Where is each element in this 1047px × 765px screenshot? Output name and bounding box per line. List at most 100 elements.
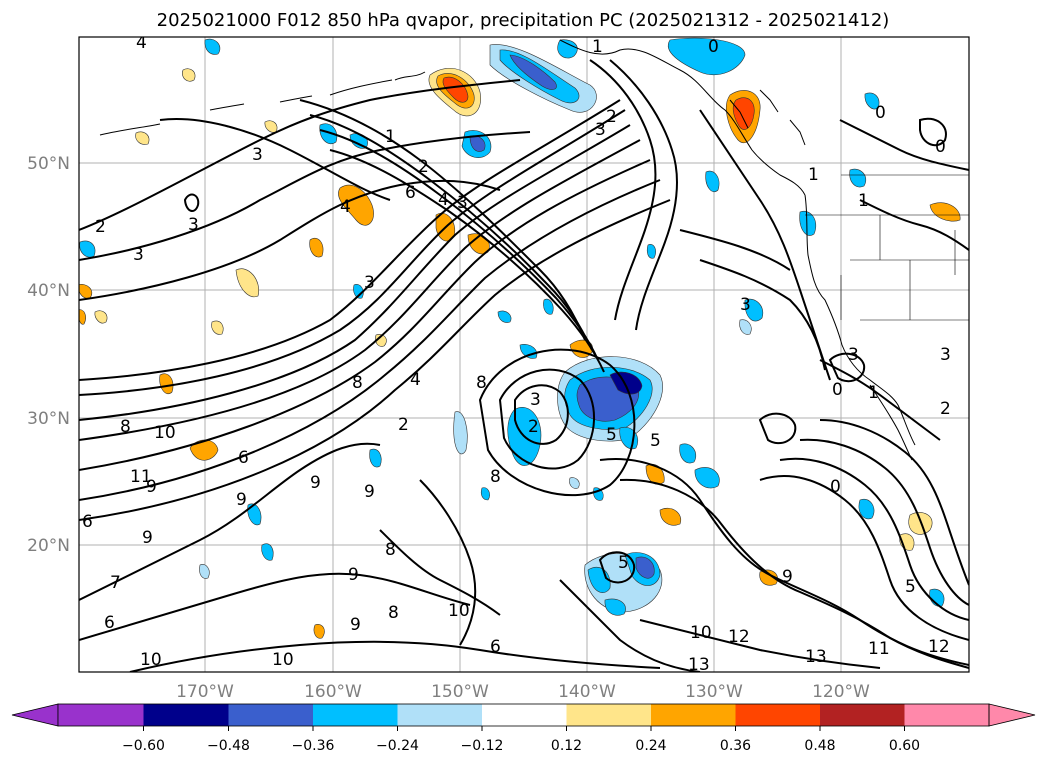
lat-label: 50°N (27, 154, 70, 174)
qvapor-contours (79, 59, 969, 672)
contour-line (679, 229, 791, 271)
contour-line (79, 199, 671, 521)
colorbar-bin (397, 704, 482, 726)
colorbar-bin (820, 704, 905, 726)
lat-label: 40°N (27, 281, 70, 301)
contour-line (609, 59, 679, 331)
colorbar-tick-label: −0.48 (207, 738, 250, 754)
contour-line (498, 368, 595, 470)
contour-line (598, 551, 636, 584)
contour-label: 9 (348, 565, 359, 585)
colorbar: −0.60 −0.48 −0.36 −0.24 −0.12 0.12 0.24 … (11, 703, 1036, 754)
contour-label: 1 (868, 383, 879, 403)
contour-label: 8 (388, 603, 399, 623)
colorbar-tick-label: −0.24 (376, 738, 419, 754)
contour-label: 4 (438, 190, 449, 210)
contour-label: 3 (530, 390, 541, 410)
contour-label: 8 (120, 417, 131, 437)
contour-line (309, 114, 593, 351)
colorbar-extend-high (988, 703, 1036, 727)
contour-line (859, 199, 969, 251)
contour-label: 9 (350, 615, 361, 635)
contour-label: 4 (340, 197, 351, 217)
lon-label: 140°W (558, 682, 616, 702)
contour-line (759, 475, 969, 641)
contour-line (79, 109, 626, 396)
precip-patch-gulf-alaska (428, 67, 481, 117)
contour-label: 5 (606, 425, 617, 445)
contour-label: 12 (928, 637, 950, 657)
longitude-labels: 170°W 160°W 150°W 140°W 130°W 120°W (176, 682, 870, 702)
colorbar-bin (313, 704, 398, 726)
contour-label: 3 (740, 295, 751, 315)
contour-line (559, 579, 701, 672)
colorbar-bin (651, 704, 736, 726)
colorbar-tick-label: −0.60 (122, 738, 165, 754)
contour-label: 2 (398, 415, 409, 435)
precip-patch-south (584, 552, 663, 616)
contour-line (919, 117, 947, 147)
coastline-aleutians (99, 95, 313, 136)
contour-label: 1 (592, 37, 603, 57)
contour-line (514, 384, 569, 445)
contour-line (79, 179, 661, 501)
lon-label: 170°W (176, 682, 234, 702)
contour-label: 11 (130, 467, 152, 487)
colorbar-tick-label: 0.48 (804, 738, 835, 754)
contour-label: 10 (154, 423, 176, 443)
precip-patch-blue-north (461, 37, 746, 158)
colorbar-extend-low (11, 703, 59, 727)
contour-line (79, 442, 381, 601)
contour-label: 2 (528, 417, 539, 437)
contour-line (478, 348, 636, 497)
contour-line (799, 438, 969, 606)
contour-label: 1 (858, 191, 869, 211)
contour-label: 2 (606, 107, 617, 127)
contour-label: 6 (104, 613, 115, 633)
contour-line (183, 193, 200, 212)
contour-label: 3 (364, 273, 375, 293)
contour-label: 10 (140, 650, 162, 670)
contour-label: 9 (146, 477, 157, 497)
lon-label: 160°W (304, 682, 362, 702)
contour-label: 2 (418, 157, 429, 177)
contour-line (79, 159, 651, 471)
contour-label: 9 (364, 482, 375, 502)
contour-label: 3 (252, 145, 263, 165)
colorbar-frame (57, 703, 990, 727)
contour-line (758, 412, 797, 445)
contour-label: 7 (110, 573, 121, 593)
contour-line (79, 79, 521, 231)
contour-line (779, 457, 969, 621)
contour-label: 13 (688, 655, 710, 675)
state-borders (805, 174, 969, 321)
colorbar-tick-label: −0.36 (292, 738, 335, 754)
contour-label: 12 (728, 627, 750, 647)
coastline-bc-islands (729, 89, 806, 146)
contour-line (79, 139, 641, 441)
lon-label: 150°W (431, 682, 489, 702)
precip-patch-bc-coast (726, 90, 761, 143)
contour-label: 6 (238, 448, 249, 468)
coastline-west-us (804, 194, 916, 446)
contour-label: 1 (808, 165, 819, 185)
contour-label: 9 (236, 490, 247, 510)
contour-line (839, 119, 969, 171)
contour-line (828, 352, 866, 383)
contour-label: 8 (476, 373, 487, 393)
contour-label: 13 (805, 647, 827, 667)
colorbar-bin (904, 704, 989, 726)
contour-labels: 4 0 0 3 1 2 3 2 3 6 4 3 4 3 3 2 1 1 3 0 (82, 37, 951, 675)
contour-label: 10 (448, 601, 470, 621)
contour-label: 9 (142, 528, 153, 548)
contour-label: 2 (95, 217, 106, 237)
contour-line (319, 129, 599, 361)
contour-label: 4 (410, 370, 421, 390)
contour-label: 9 (310, 473, 321, 493)
contour-label: 0 (832, 380, 843, 400)
contour-label: 3 (457, 193, 468, 213)
map-panel: 4 0 0 3 1 2 3 2 3 6 4 3 4 3 3 2 1 1 3 0 (78, 36, 970, 675)
lat-label: 20°N (27, 536, 70, 556)
contour-label: 3 (133, 245, 144, 265)
